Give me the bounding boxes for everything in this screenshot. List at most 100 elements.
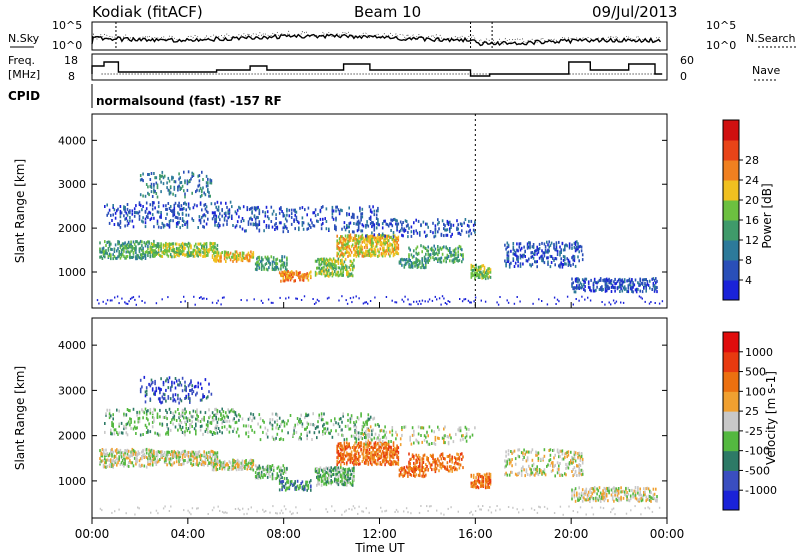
power-cell	[455, 251, 457, 255]
velocity-cell	[328, 470, 330, 474]
power-cell	[519, 253, 522, 257]
power-cell	[135, 211, 137, 215]
velocity-cell	[440, 457, 443, 461]
power-cell	[343, 260, 346, 264]
velocity-cell	[426, 457, 428, 461]
power-cell	[452, 223, 455, 227]
velocity-cell	[254, 475, 257, 478]
power-cell	[163, 248, 166, 252]
velocity-cell	[507, 449, 510, 453]
power-cell	[446, 255, 449, 259]
power-cell	[258, 220, 261, 224]
power-cell	[425, 261, 427, 265]
velocity-cell	[457, 457, 459, 461]
power-cell	[644, 282, 646, 285]
velocity-cell	[266, 470, 269, 474]
velocity-cell	[113, 460, 116, 464]
power-cell	[518, 242, 521, 246]
velocity-cell	[340, 451, 342, 455]
power-cell	[337, 252, 340, 256]
power-cell	[506, 241, 509, 245]
velocity-cell	[177, 428, 179, 432]
velocity-cell	[216, 431, 219, 435]
velocity-cell	[644, 493, 646, 496]
power-cell	[112, 204, 114, 207]
power-cell	[362, 254, 365, 258]
power-cell	[283, 279, 286, 283]
power-cell	[526, 246, 529, 250]
velocity-cell	[447, 454, 450, 458]
velocity-cell	[181, 458, 184, 462]
power-cell	[328, 262, 330, 266]
power-cell	[113, 208, 116, 212]
velocity-cell	[355, 457, 358, 461]
power-cell	[384, 254, 386, 258]
power-cell	[373, 228, 376, 232]
power-cell	[560, 248, 562, 252]
power-cell	[250, 255, 252, 259]
velocity-cell	[481, 479, 483, 483]
power-cell	[204, 203, 207, 206]
velocity-cell	[210, 430, 213, 434]
velocity-cell	[117, 461, 119, 465]
power-cell	[151, 248, 154, 252]
velocity-cell	[359, 462, 361, 466]
velocity-cell	[288, 485, 291, 489]
power-cell	[207, 253, 209, 257]
velocity-cell	[602, 497, 604, 501]
velocity-cell	[371, 456, 373, 460]
power-cell	[346, 250, 348, 254]
velocity-cell	[355, 460, 358, 464]
power-cell	[116, 249, 118, 253]
power-cell	[131, 245, 134, 249]
velocity-cell	[187, 456, 190, 460]
power-cell	[547, 248, 549, 252]
power-cell	[307, 278, 310, 282]
power-cell	[254, 206, 257, 210]
power-cell	[160, 247, 162, 250]
velocity-cell	[262, 468, 264, 472]
power-heatmap-cells	[96, 114, 664, 308]
power-cell	[197, 226, 199, 229]
power-cell	[138, 210, 141, 214]
power-cell	[386, 236, 389, 240]
power-cell	[331, 262, 334, 266]
power-cell	[181, 224, 184, 227]
power-cell	[126, 223, 129, 227]
power-cell	[392, 251, 395, 255]
power-cell	[361, 245, 364, 249]
power-cell	[335, 228, 337, 232]
power-cell	[129, 216, 131, 219]
power-cell	[322, 217, 324, 221]
velocity-cell	[577, 497, 579, 501]
power-cell	[216, 253, 219, 257]
velocity-cell	[334, 477, 336, 481]
velocity-cell	[184, 420, 186, 424]
velocity-cell	[650, 496, 652, 500]
power-cell	[116, 256, 118, 260]
power-cell	[559, 253, 561, 257]
velocity-cell	[383, 459, 385, 463]
power-cell	[177, 252, 179, 256]
power-cell	[139, 239, 142, 243]
power-cell	[393, 217, 396, 221]
power-cell	[287, 274, 289, 277]
velocity-cell	[238, 467, 240, 471]
power-cell	[286, 277, 288, 281]
power-cell	[427, 249, 429, 253]
power-cell	[254, 262, 257, 266]
power-cell	[114, 256, 117, 260]
velocity-cell	[326, 471, 329, 475]
velocity-cell	[337, 466, 340, 470]
power-cell	[380, 241, 383, 244]
power-cell	[101, 248, 104, 252]
velocity-cell	[213, 468, 215, 472]
power-cell	[154, 206, 156, 210]
velocity-cell	[202, 460, 204, 464]
velocity-cell	[145, 465, 148, 469]
power-cell	[288, 273, 291, 277]
velocity-cell	[266, 464, 269, 468]
power-cell	[623, 280, 626, 284]
velocity-cell	[306, 480, 308, 484]
